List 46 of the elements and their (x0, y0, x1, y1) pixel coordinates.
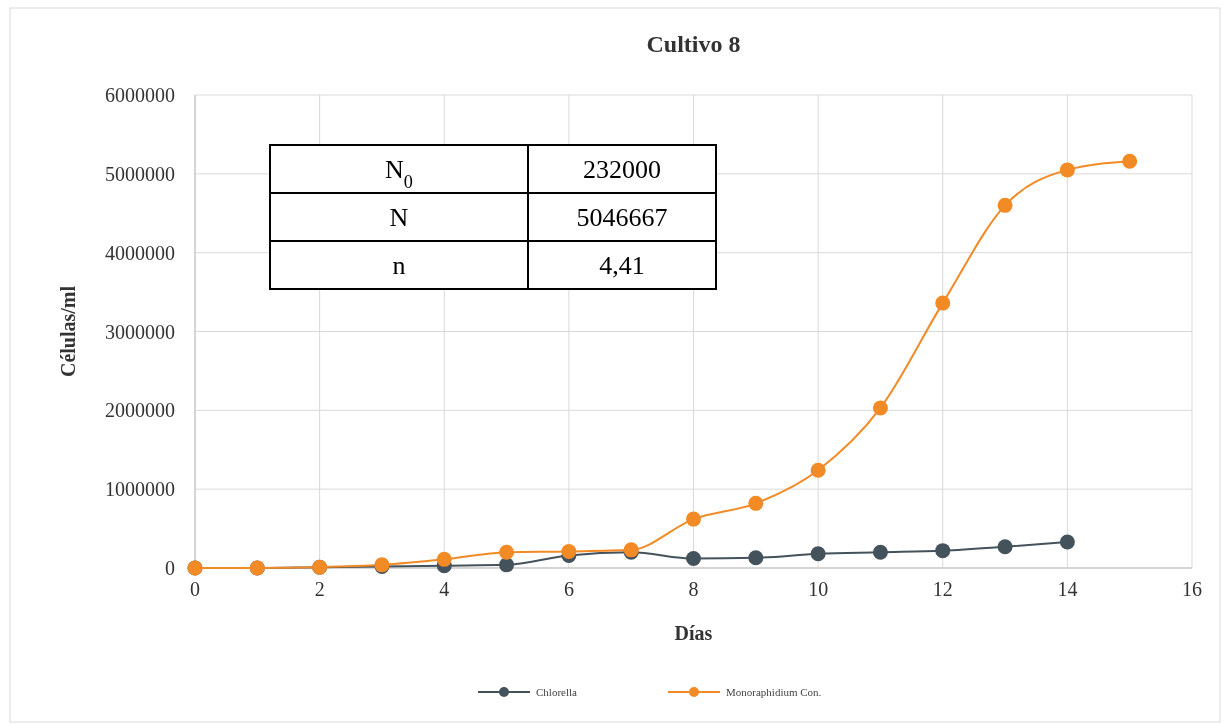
annotation: n (392, 251, 406, 281)
x-tick-label: 0 (190, 578, 200, 600)
point (872, 544, 888, 560)
x-tick-label: 8 (688, 578, 699, 600)
point (997, 539, 1013, 555)
x-tick-label: 12 (932, 578, 953, 600)
y-tick-label: 5000000 (105, 162, 175, 185)
point (1059, 534, 1075, 550)
point (810, 462, 826, 478)
point (436, 551, 452, 567)
point (1122, 153, 1138, 169)
legend-label: Chlorella (536, 685, 578, 698)
point (997, 197, 1013, 213)
x-tick-label: 6 (563, 578, 574, 600)
y-tick-label: 3000000 (105, 320, 175, 343)
x-tick-label: 10 (808, 578, 829, 600)
point (810, 546, 826, 562)
point (748, 550, 764, 566)
y-tick-label: 0 (165, 557, 175, 579)
annotation: 232000 (583, 155, 661, 185)
y-tick-label: 4000000 (105, 241, 175, 264)
annotation: 4,41 (599, 251, 645, 281)
annotation: N$_{0}$ (385, 155, 413, 193)
y-tick-label: 6000000 (105, 84, 175, 106)
point (686, 551, 701, 567)
point (872, 400, 888, 416)
x-axis-title: Días (674, 622, 713, 644)
y-tick-label: 2000000 (105, 399, 175, 422)
y-tick-label: 1000000 (105, 478, 175, 501)
point (561, 543, 577, 559)
annotation: N (389, 203, 409, 233)
y-axis-title: Células/ml (57, 285, 79, 378)
point (935, 295, 951, 311)
x-tick-label: 16 (1182, 578, 1202, 600)
x-tick-label: 2 (314, 578, 325, 600)
point (935, 543, 951, 559)
point (499, 544, 515, 560)
chart-title: Cultivo 8 (646, 31, 741, 57)
point (1059, 162, 1075, 178)
legend-label: Monoraphidium Con. (726, 685, 822, 698)
x-tick-label: 4 (439, 578, 450, 600)
point (499, 557, 515, 573)
annotation: 5046667 (576, 203, 668, 233)
x-tick-label: 14 (1057, 578, 1078, 600)
point (748, 495, 764, 511)
point (686, 511, 701, 527)
